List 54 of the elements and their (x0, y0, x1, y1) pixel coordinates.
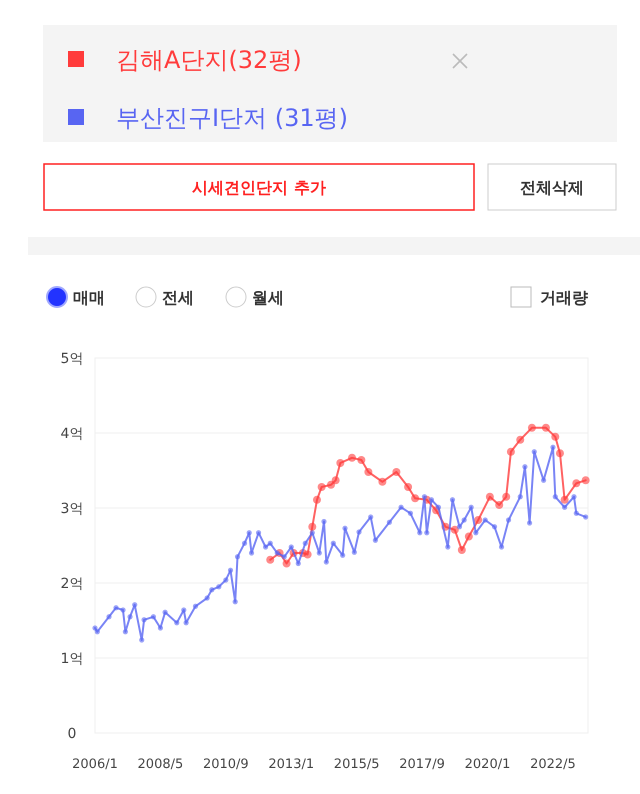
point (542, 424, 550, 432)
x-tick-label: 2022/5 (530, 757, 576, 772)
x-tick-label: 2008/5 (138, 757, 184, 772)
x-tick-label: 2017/9 (399, 757, 445, 772)
point (392, 468, 400, 476)
point (404, 483, 412, 491)
y-tick-label: 2억 (60, 576, 84, 592)
point (304, 550, 312, 558)
y-tick-label: 3억 (60, 501, 84, 517)
point (474, 516, 482, 524)
x-tick-label: 2006/1 (72, 757, 118, 772)
legend-label: 김해A단지(32평) (116, 46, 302, 74)
point (326, 480, 335, 489)
text: 매매 (73, 288, 105, 307)
x-tick-label: 2010/9 (202, 757, 249, 772)
point (357, 456, 366, 464)
text: 전세 (162, 288, 194, 307)
point (308, 522, 316, 531)
point (516, 436, 524, 444)
point (528, 424, 536, 432)
y-tick-label: 5억 (60, 351, 84, 367)
text: 전체삭제 (520, 178, 584, 197)
point (506, 448, 515, 456)
point (282, 560, 291, 568)
x-tick-label: 2013/1 (268, 757, 314, 772)
y-tick-label: 4억 (60, 426, 84, 442)
point (572, 479, 580, 488)
point (551, 432, 560, 441)
text: 월세 (252, 288, 284, 307)
point (378, 478, 386, 486)
legend-label: 부산진구I단저 (31평) (116, 104, 348, 132)
point (364, 468, 372, 476)
point (336, 459, 344, 467)
text: 거래량 (540, 288, 588, 307)
y-tick-label: 1억 (60, 651, 84, 667)
text: 시세견인단지 추가 (192, 178, 326, 197)
point (486, 492, 494, 501)
point (332, 476, 340, 484)
point (495, 501, 504, 509)
point (318, 483, 326, 491)
point (312, 496, 321, 504)
x-tick-label: 2020/1 (464, 757, 510, 772)
point (560, 496, 569, 504)
point (556, 449, 564, 458)
point (411, 494, 420, 502)
x-tick-label: 2015/5 (334, 757, 380, 772)
y-tick-label: 0 (68, 726, 76, 742)
point (450, 526, 459, 534)
point (464, 532, 473, 540)
point (582, 476, 590, 484)
point (502, 492, 510, 501)
point (266, 556, 274, 564)
point (348, 454, 356, 462)
point (458, 546, 466, 554)
